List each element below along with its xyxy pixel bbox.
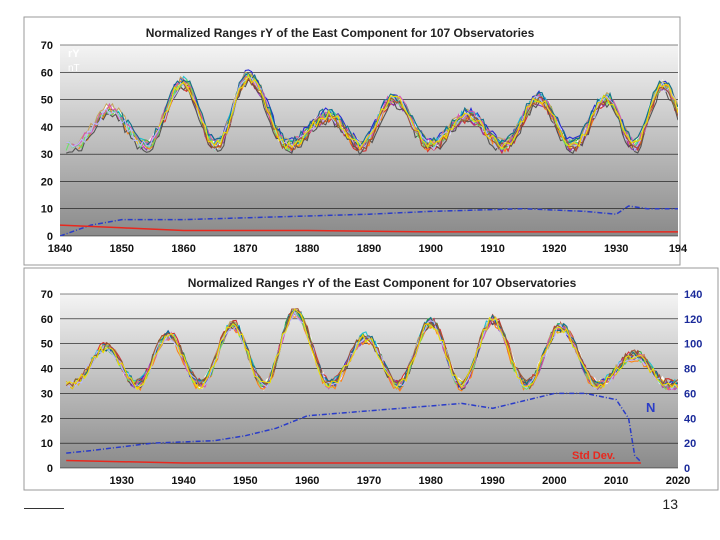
chart-top-title: Normalized Ranges rY of the East Compone… — [146, 26, 535, 40]
x-tick-label: 1930 — [604, 243, 628, 255]
chart-bottom-title: Normalized Ranges rY of the East Compone… — [188, 276, 577, 290]
y2-tick-label: 80 — [684, 364, 696, 376]
x-tick-label: 194 — [669, 243, 688, 255]
y-tick-label: 30 — [41, 388, 53, 400]
chart-top-observatory-series — [65, 69, 678, 156]
chart-top-y-ticks: 0 10 20 30 40 50 60 70 — [41, 40, 53, 243]
x-tick-label: 1920 — [542, 243, 566, 255]
n-count-line — [60, 205, 678, 236]
x-tick-label: 1900 — [419, 243, 443, 255]
observatory-line — [65, 308, 678, 388]
chart-bottom-n-label: N — [646, 400, 655, 415]
y-tick-label: 10 — [41, 204, 53, 216]
chart-bottom-observatory-series — [65, 308, 678, 392]
y-tick-label: 30 — [41, 149, 53, 161]
x-tick-label: 1860 — [171, 243, 195, 255]
x-tick-label: 1880 — [295, 243, 319, 255]
y2-tick-label: 140 — [684, 289, 702, 301]
y-tick-label: 70 — [41, 40, 53, 52]
y2-tick-label: 0 — [684, 463, 690, 475]
std-dev-line — [66, 459, 641, 464]
chart-top-x-ticks: 1840 1850 1860 1870 1880 1890 1900 1910 1920 1930… — [48, 243, 688, 255]
y2-tick-label: 60 — [684, 388, 696, 400]
chart-top-summary-series — [60, 205, 678, 236]
x-tick-label: 1970 — [357, 475, 381, 487]
chart-top-ylabel-ry: rY — [68, 48, 80, 60]
x-tick-label: 1950 — [233, 475, 257, 487]
observatory-line — [158, 73, 678, 151]
y-tick-label: 40 — [41, 122, 53, 134]
x-tick-label: 1990 — [480, 475, 504, 487]
x-tick-label: 1960 — [295, 475, 319, 487]
y2-tick-label: 100 — [684, 339, 702, 351]
observatory-line — [65, 308, 678, 391]
n-count-line — [66, 392, 642, 463]
x-tick-label: 1890 — [357, 243, 381, 255]
x-tick-label: 1840 — [48, 243, 72, 255]
y2-tick-label: 20 — [684, 438, 696, 450]
y-tick-label: 20 — [41, 176, 53, 188]
chart-bottom-right-y-ticks: 0 20 40 60 80 100 120 140 — [684, 289, 702, 475]
chart-bottom: Normalized Ranges rY of the East Compone… — [23, 267, 719, 491]
y-tick-label: 0 — [47, 231, 53, 243]
std-dev-line — [60, 224, 678, 233]
footer-rule — [24, 508, 64, 509]
slide-number: 13 — [662, 496, 678, 512]
observatory-line — [66, 76, 678, 152]
y-tick-label: 60 — [41, 67, 53, 79]
chart-bottom-y-ticks: 0 10 20 30 40 50 60 70 — [41, 289, 53, 475]
x-tick-label: 2000 — [542, 475, 566, 487]
x-tick-label: 1980 — [419, 475, 443, 487]
y-tick-label: 50 — [41, 339, 53, 351]
x-tick-label: 1870 — [233, 243, 257, 255]
x-tick-label: 1850 — [110, 243, 134, 255]
x-tick-label: 2020 — [666, 475, 690, 487]
y-tick-label: 20 — [41, 413, 53, 425]
x-tick-label: 1930 — [110, 475, 134, 487]
chart-bottom-std-label: Std Dev. — [572, 450, 615, 462]
chart-top-ylabel-nt: nT — [68, 63, 80, 74]
chart-bottom-x-ticks: 1930 1940 1950 1960 1970 1980 1990 2000 2010 2020 — [110, 475, 691, 487]
y-tick-label: 0 — [47, 463, 53, 475]
y-tick-label: 40 — [41, 364, 53, 376]
y2-tick-label: 40 — [684, 413, 696, 425]
chart-top-gridlines — [60, 44, 678, 237]
y2-tick-label: 120 — [684, 314, 702, 326]
x-tick-label: 1910 — [480, 243, 504, 255]
chart-bottom-plot-area — [60, 294, 678, 468]
y-tick-label: 70 — [41, 289, 53, 301]
y-tick-label: 50 — [41, 95, 53, 107]
x-tick-label: 1940 — [171, 475, 195, 487]
y-tick-label: 10 — [41, 438, 53, 450]
chart-bottom-summary-series — [66, 392, 642, 464]
x-tick-label: 2010 — [604, 475, 628, 487]
chart-top: Normalized Ranges rY of the East Compone… — [23, 16, 688, 266]
observatory-line — [121, 72, 678, 147]
y-tick-label: 60 — [41, 314, 53, 326]
